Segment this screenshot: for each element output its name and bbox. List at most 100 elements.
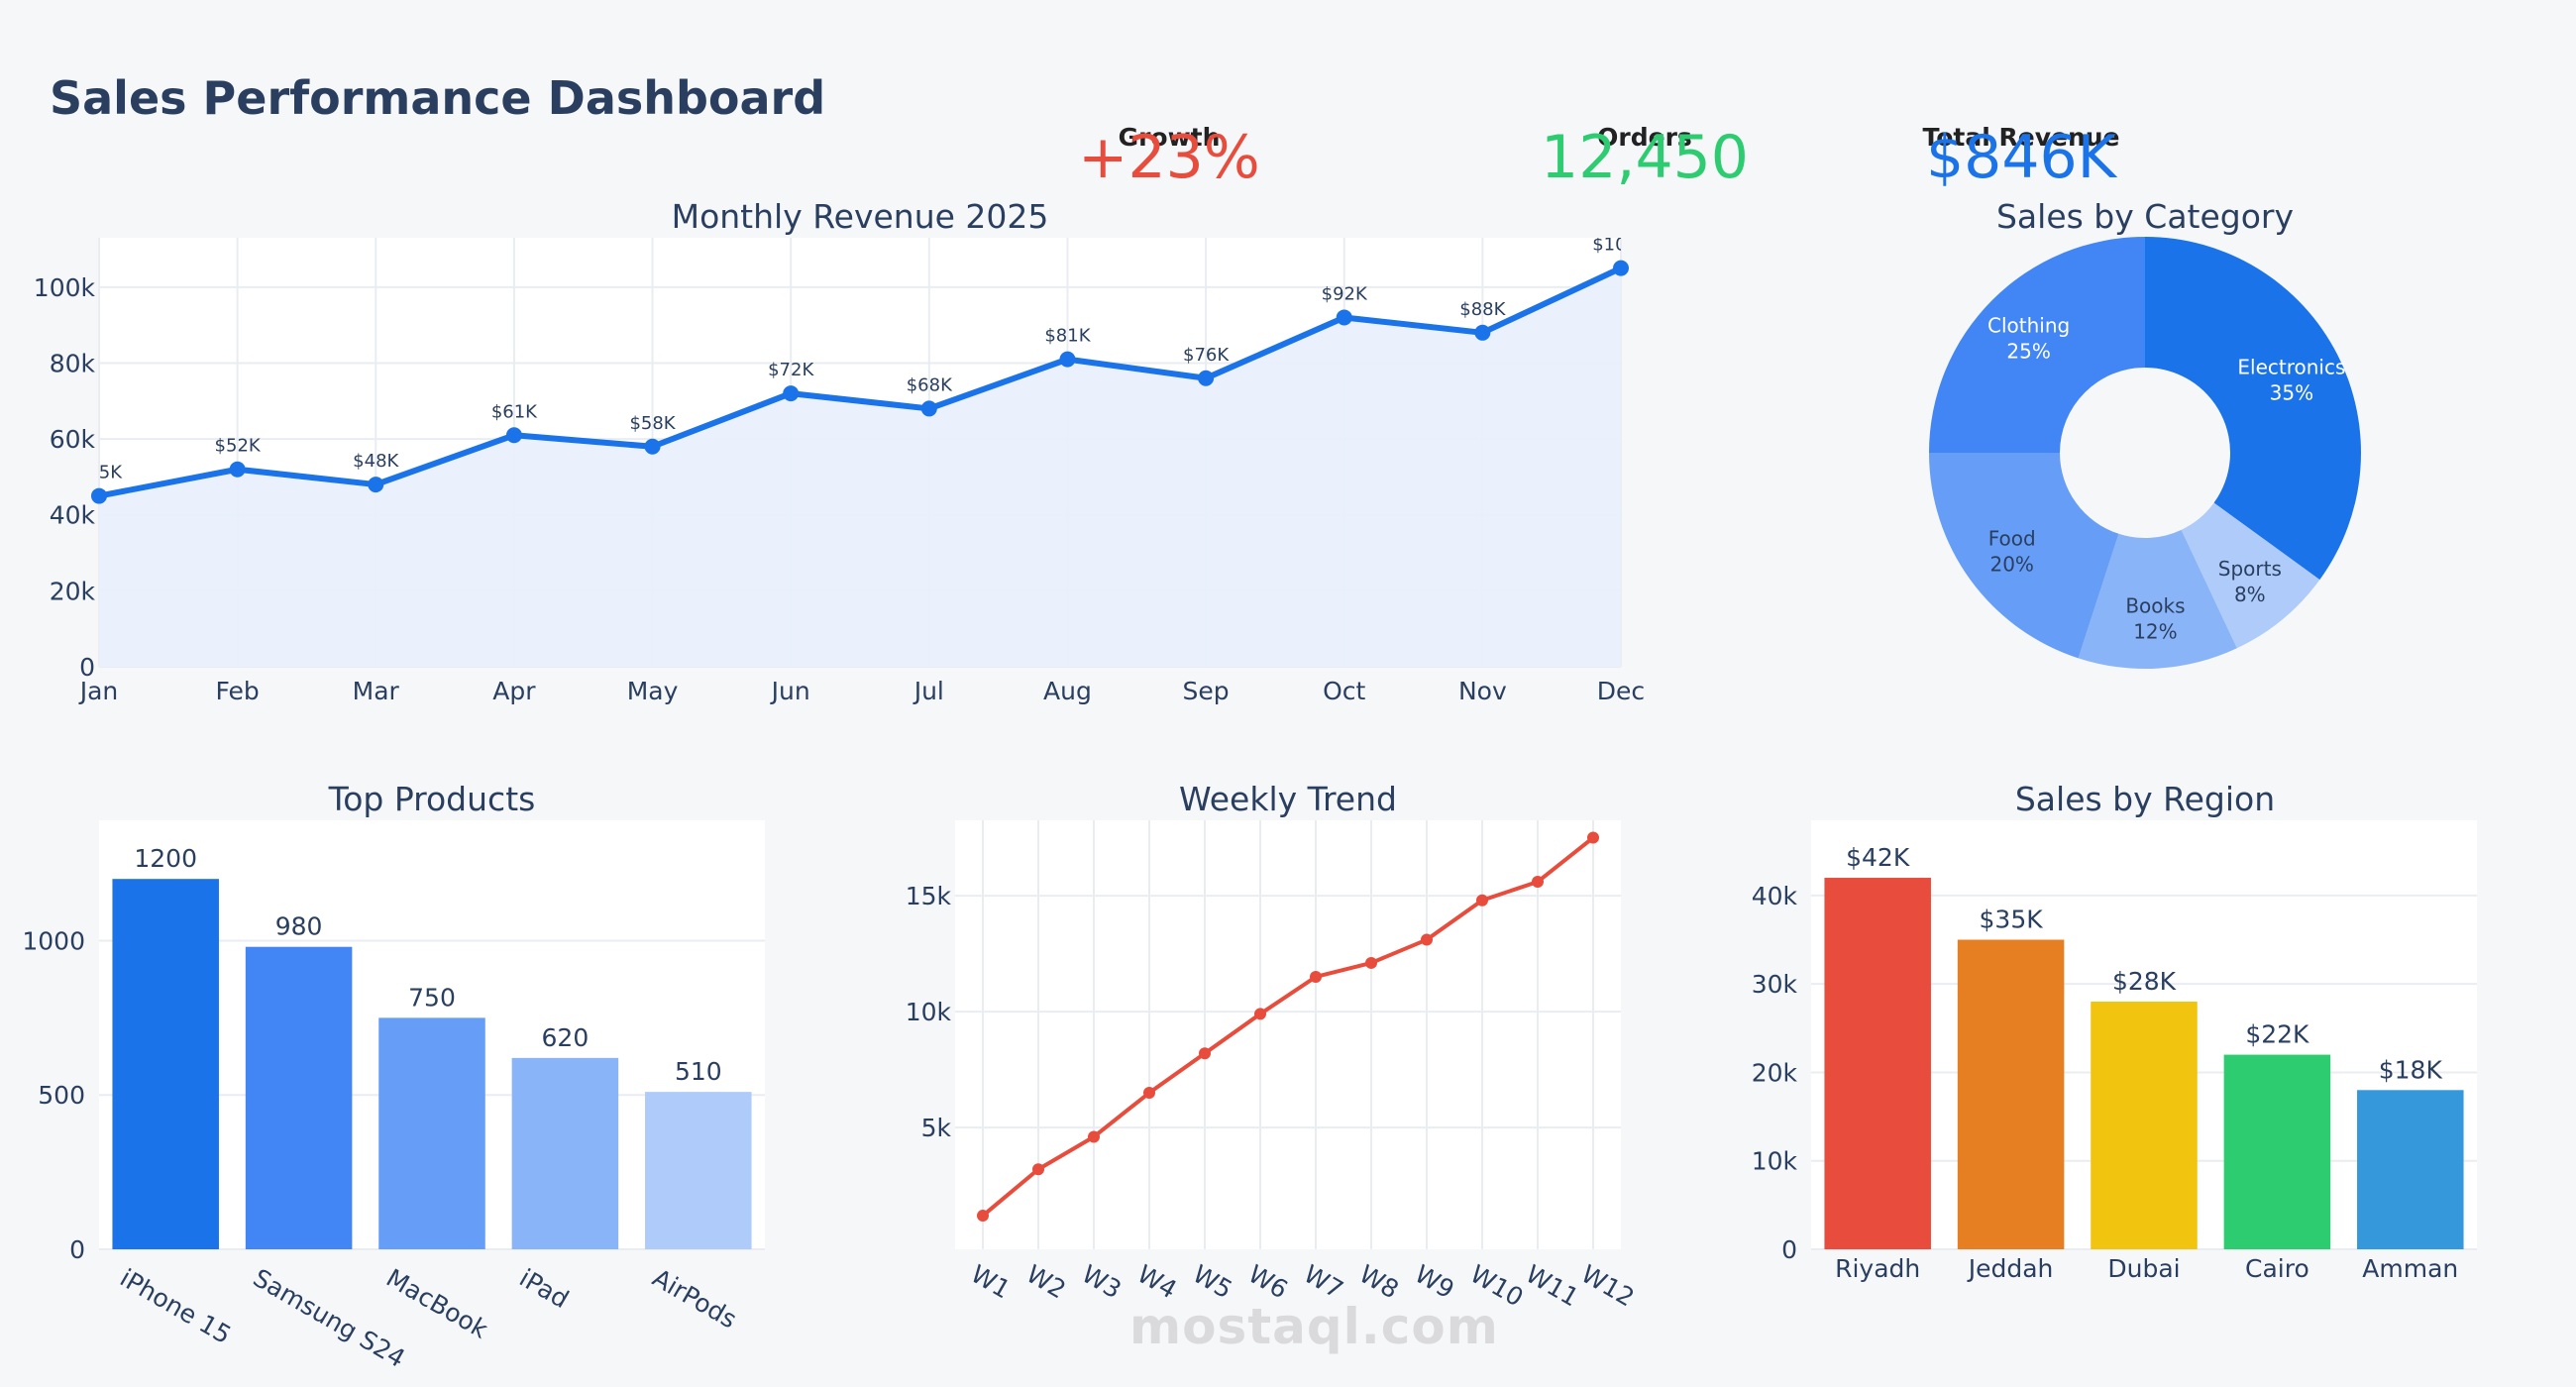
pie-slice bbox=[2181, 502, 2320, 649]
kpi-growth-label: Growth bbox=[1118, 123, 1221, 152]
bar bbox=[2223, 1054, 2331, 1249]
y-tick-label: 0 bbox=[69, 1235, 85, 1264]
x-tick-label: W1 bbox=[966, 1259, 1016, 1304]
y-tick-label: 5k bbox=[921, 1114, 952, 1142]
data-label: $48K bbox=[353, 451, 399, 472]
data-label: $52K bbox=[215, 436, 262, 457]
bar bbox=[245, 946, 353, 1249]
y-tick-label: 20k bbox=[50, 577, 96, 605]
data-point bbox=[920, 400, 937, 417]
kpi-revenue-label: Total Revenue bbox=[1922, 123, 2120, 152]
x-tick-label: W12 bbox=[1576, 1259, 1639, 1312]
bar bbox=[1957, 939, 2065, 1249]
x-tick-label: Amman bbox=[2362, 1254, 2458, 1283]
weekly-chart-title: Weekly Trend bbox=[1179, 780, 1397, 818]
data-point bbox=[1613, 260, 1629, 276]
data-label: $61K bbox=[491, 401, 538, 422]
bar-value-label: $22K bbox=[2245, 1020, 2309, 1049]
data-label: $58K bbox=[629, 413, 676, 434]
pie-slice bbox=[2078, 529, 2237, 669]
data-point bbox=[1365, 956, 1377, 969]
x-tick-label: Riyadh bbox=[1835, 1254, 1920, 1283]
x-tick-label: W11 bbox=[1521, 1259, 1583, 1312]
y-tick-label: 15k bbox=[906, 882, 952, 910]
data-label: $45K bbox=[76, 463, 123, 483]
x-tick-label: iPhone 15 bbox=[115, 1263, 236, 1349]
data-point bbox=[505, 427, 522, 444]
slice-percent: 35% bbox=[2270, 381, 2313, 405]
bar bbox=[2091, 1002, 2198, 1249]
kpi-orders-label: Orders bbox=[1597, 123, 1692, 152]
y-tick-label: 30k bbox=[1752, 970, 1798, 999]
x-tick-label: Dec bbox=[1597, 677, 1645, 705]
plot-background bbox=[955, 820, 1621, 1249]
bar-value-label: $28K bbox=[2112, 967, 2177, 996]
area-fill bbox=[99, 267, 1621, 667]
x-tick-label: W2 bbox=[1021, 1259, 1071, 1304]
data-point bbox=[1088, 1130, 1100, 1143]
region-chart-title: Sales by Region bbox=[2015, 780, 2275, 818]
x-tick-label: Aug bbox=[1043, 677, 1092, 705]
bar-value-label: 620 bbox=[542, 1023, 590, 1052]
data-point bbox=[1476, 894, 1488, 907]
x-tick-label: Nov bbox=[1458, 677, 1507, 705]
data-point bbox=[1310, 970, 1322, 983]
x-tick-label: W3 bbox=[1077, 1259, 1127, 1304]
data-label: $105K bbox=[1592, 235, 1651, 256]
data-label: $88K bbox=[1459, 299, 1506, 320]
x-tick-label: iPad bbox=[514, 1263, 574, 1314]
slice-percent: 20% bbox=[1989, 553, 2033, 577]
revenue-series-line bbox=[98, 265, 1623, 499]
slice-label: Sports bbox=[2218, 557, 2282, 581]
dashboard-title: Sales Performance Dashboard bbox=[50, 71, 826, 125]
x-tick-label: Jun bbox=[770, 677, 810, 705]
y-tick-label: 0 bbox=[79, 653, 95, 682]
y-tick-label: 10k bbox=[1752, 1147, 1798, 1176]
bar bbox=[378, 1017, 485, 1249]
data-point bbox=[1059, 351, 1076, 368]
x-tick-label: Dubai bbox=[2107, 1254, 2180, 1283]
data-point bbox=[91, 487, 107, 504]
y-tick-label: 40k bbox=[50, 501, 96, 530]
x-tick-label: Sep bbox=[1183, 677, 1230, 705]
bar-value-label: 750 bbox=[408, 983, 456, 1012]
data-point bbox=[783, 385, 800, 402]
data-point bbox=[229, 461, 246, 478]
pie-slice bbox=[1929, 237, 2145, 453]
bar-value-label: $18K bbox=[2379, 1055, 2443, 1084]
y-tick-label: 0 bbox=[1781, 1235, 1797, 1264]
kpi-growth-value: +23% bbox=[1078, 123, 1260, 192]
products-chart-title: Top Products bbox=[328, 780, 536, 818]
sales-by-region-chart: 0 10k 20k 30k 40k $42K Riyadh $35K Jeddah $28K Dub… bbox=[1752, 820, 2477, 1283]
bar-value-label: 980 bbox=[275, 912, 323, 941]
x-tick-label: Mar bbox=[353, 677, 400, 705]
slice-percent: 12% bbox=[2133, 620, 2177, 644]
kpi-orders-value: 12,450 bbox=[1541, 123, 1749, 192]
data-point bbox=[1032, 1163, 1044, 1176]
bar bbox=[2357, 1090, 2464, 1249]
data-point bbox=[1474, 324, 1491, 341]
data-label: $92K bbox=[1322, 283, 1368, 304]
x-tick-label: Jeddah bbox=[1967, 1254, 2054, 1283]
bar-value-label: 1200 bbox=[134, 844, 197, 873]
y-tick-label: 1000 bbox=[22, 926, 85, 955]
pie-slice bbox=[2145, 237, 2362, 581]
x-tick-label: Jan bbox=[78, 677, 119, 705]
y-tick-label: 60k bbox=[50, 425, 96, 454]
x-tick-label: Jul bbox=[912, 677, 944, 705]
data-point bbox=[1336, 309, 1352, 326]
data-label: $81K bbox=[1044, 326, 1091, 347]
y-tick-label: 100k bbox=[34, 273, 96, 302]
x-tick-label: AirPods bbox=[648, 1263, 742, 1334]
data-label: $72K bbox=[768, 360, 814, 380]
data-point bbox=[1199, 1047, 1211, 1060]
data-label: $68K bbox=[907, 374, 953, 395]
bar-value-label: 510 bbox=[675, 1057, 722, 1086]
x-tick-label: MacBook bbox=[381, 1263, 493, 1344]
slice-percent: 25% bbox=[2006, 340, 2050, 364]
data-point bbox=[1254, 1008, 1266, 1020]
pie-slice bbox=[1929, 453, 2119, 659]
